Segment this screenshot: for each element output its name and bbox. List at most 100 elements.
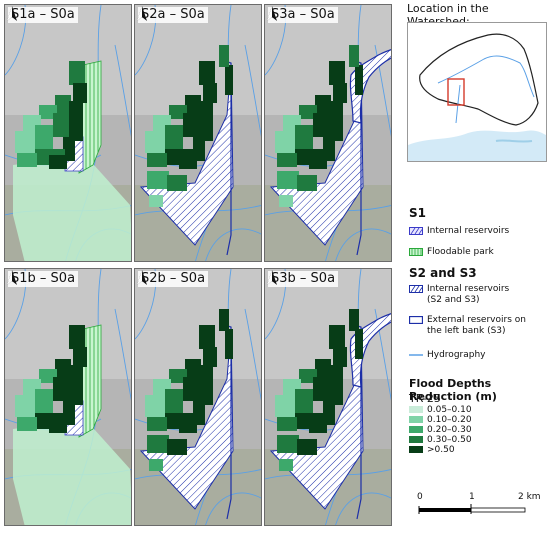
depth-cell [299,369,317,383]
panel-label: S3a – S0a [268,7,338,23]
map-panel-s2a: S2a – S0a [134,4,262,262]
depth-cell [315,359,331,377]
north-arrow-icon [7,270,17,285]
panel-label: S2b – S0a [138,271,209,287]
depth-class-item: 0.20–0.30 [409,425,472,435]
depth-cell [183,377,199,401]
hatch-swatch-icon [409,226,423,235]
hydrography-line [335,492,391,525]
depth-cell [185,359,201,377]
depth-cell [69,101,83,141]
legend-s2s3-title: S2 and S3 [409,266,477,280]
depth-cell [53,113,69,137]
depth-cell [167,439,187,455]
depth-cell [147,435,169,453]
depth-cell [165,125,183,149]
depth-cell [49,419,67,433]
depth-cell [277,153,297,167]
depth-cell [55,359,71,377]
north-arrow-icon [267,6,277,21]
depth-class-item: 0.10–0.20 [409,415,472,425]
map-s1b [5,269,131,525]
depth-cell [203,83,217,103]
depth-cell [49,155,67,169]
north-arrow-icon [7,6,17,21]
depth-cell [165,389,183,413]
depth-class-label: 0.20–0.30 [427,425,472,435]
depth-cell [349,309,359,331]
map-s2a [135,5,261,261]
depth-cell [179,155,197,169]
depth-cell [333,83,347,103]
scale-tick-2: 2 km [518,492,541,502]
depth-cell [355,329,363,359]
map-panel-s3a: S3a – S0a [264,4,392,262]
depth-cell [199,61,215,85]
depth-cell [17,153,37,167]
depth-cell [149,459,163,471]
hydrography-line [205,492,261,525]
depth-cell [199,325,215,349]
map-s3a [265,5,391,261]
depth-swatch-icon [409,426,423,433]
depth-cell [225,329,233,359]
hydrography-line [335,228,391,261]
depth-cell [169,105,187,119]
depth-cell [39,105,57,119]
depth-swatch-icon [409,436,423,443]
depth-cell [199,365,213,405]
panel-label: S2a – S0a [138,7,208,23]
park-swatch-icon [409,247,423,256]
depth-cell [309,419,327,433]
depth-cell [329,61,345,85]
depth-cell [219,45,229,67]
study-area-box [447,78,465,106]
north-arrow-icon [267,270,277,285]
depth-legend-tr: TR-25 [409,392,441,405]
depth-cell [299,105,317,119]
depth-cell [275,395,295,417]
legend-column: Location in the Watershed: S1 Internal r… [405,0,550,538]
panel-label: S3b – S0a [268,271,339,287]
depth-cell [145,395,165,417]
depth-cell [329,101,343,141]
depth-class-item: 0.05–0.10 [409,405,472,415]
external-reservoir-swatch-icon [409,315,423,324]
depth-cell [275,131,295,153]
depth-cell [315,95,331,113]
depth-cell [313,113,329,137]
depth-cell [279,195,293,207]
depth-cell [279,459,293,471]
hydro-line-icon [409,353,423,356]
depth-cell [183,113,199,137]
depth-cell [145,131,165,153]
depth-cell [203,347,217,367]
depth-cell [295,125,313,149]
depth-cell [277,171,299,189]
depth-cell [169,369,187,383]
depth-cell [147,171,169,189]
panel-label: S1b – S0a [8,271,79,287]
legend-s1-title: S1 [409,206,426,220]
depth-class-label: 0.10–0.20 [427,415,472,425]
north-arrow-icon [137,6,147,21]
legend-item-internal-reservoirs-s2s3: Internal reservoirs [409,284,509,295]
depth-cell [55,95,71,113]
depth-cell [179,419,197,433]
depth-cell [73,83,87,103]
scale-bar [418,504,526,514]
legend-item-floodable-park: Floodable park [409,247,494,258]
depth-cell [219,309,229,331]
depth-cell [147,417,167,431]
map-s3b [265,269,391,525]
watershed-outline [408,33,546,161]
depth-cell [35,125,53,149]
depth-class-label: >0.50 [427,445,455,455]
map-panel-s2b: S2b – S0a [134,268,262,526]
legend-item-internal-reservoirs: Internal reservoirs [409,226,509,237]
map-s2b [135,269,261,525]
location-inset-map [407,22,547,162]
depth-cell [277,417,297,431]
panel-label: S1a – S0a [8,7,78,23]
legend-item-external-reservoirs: External reservoirs on [409,315,526,326]
